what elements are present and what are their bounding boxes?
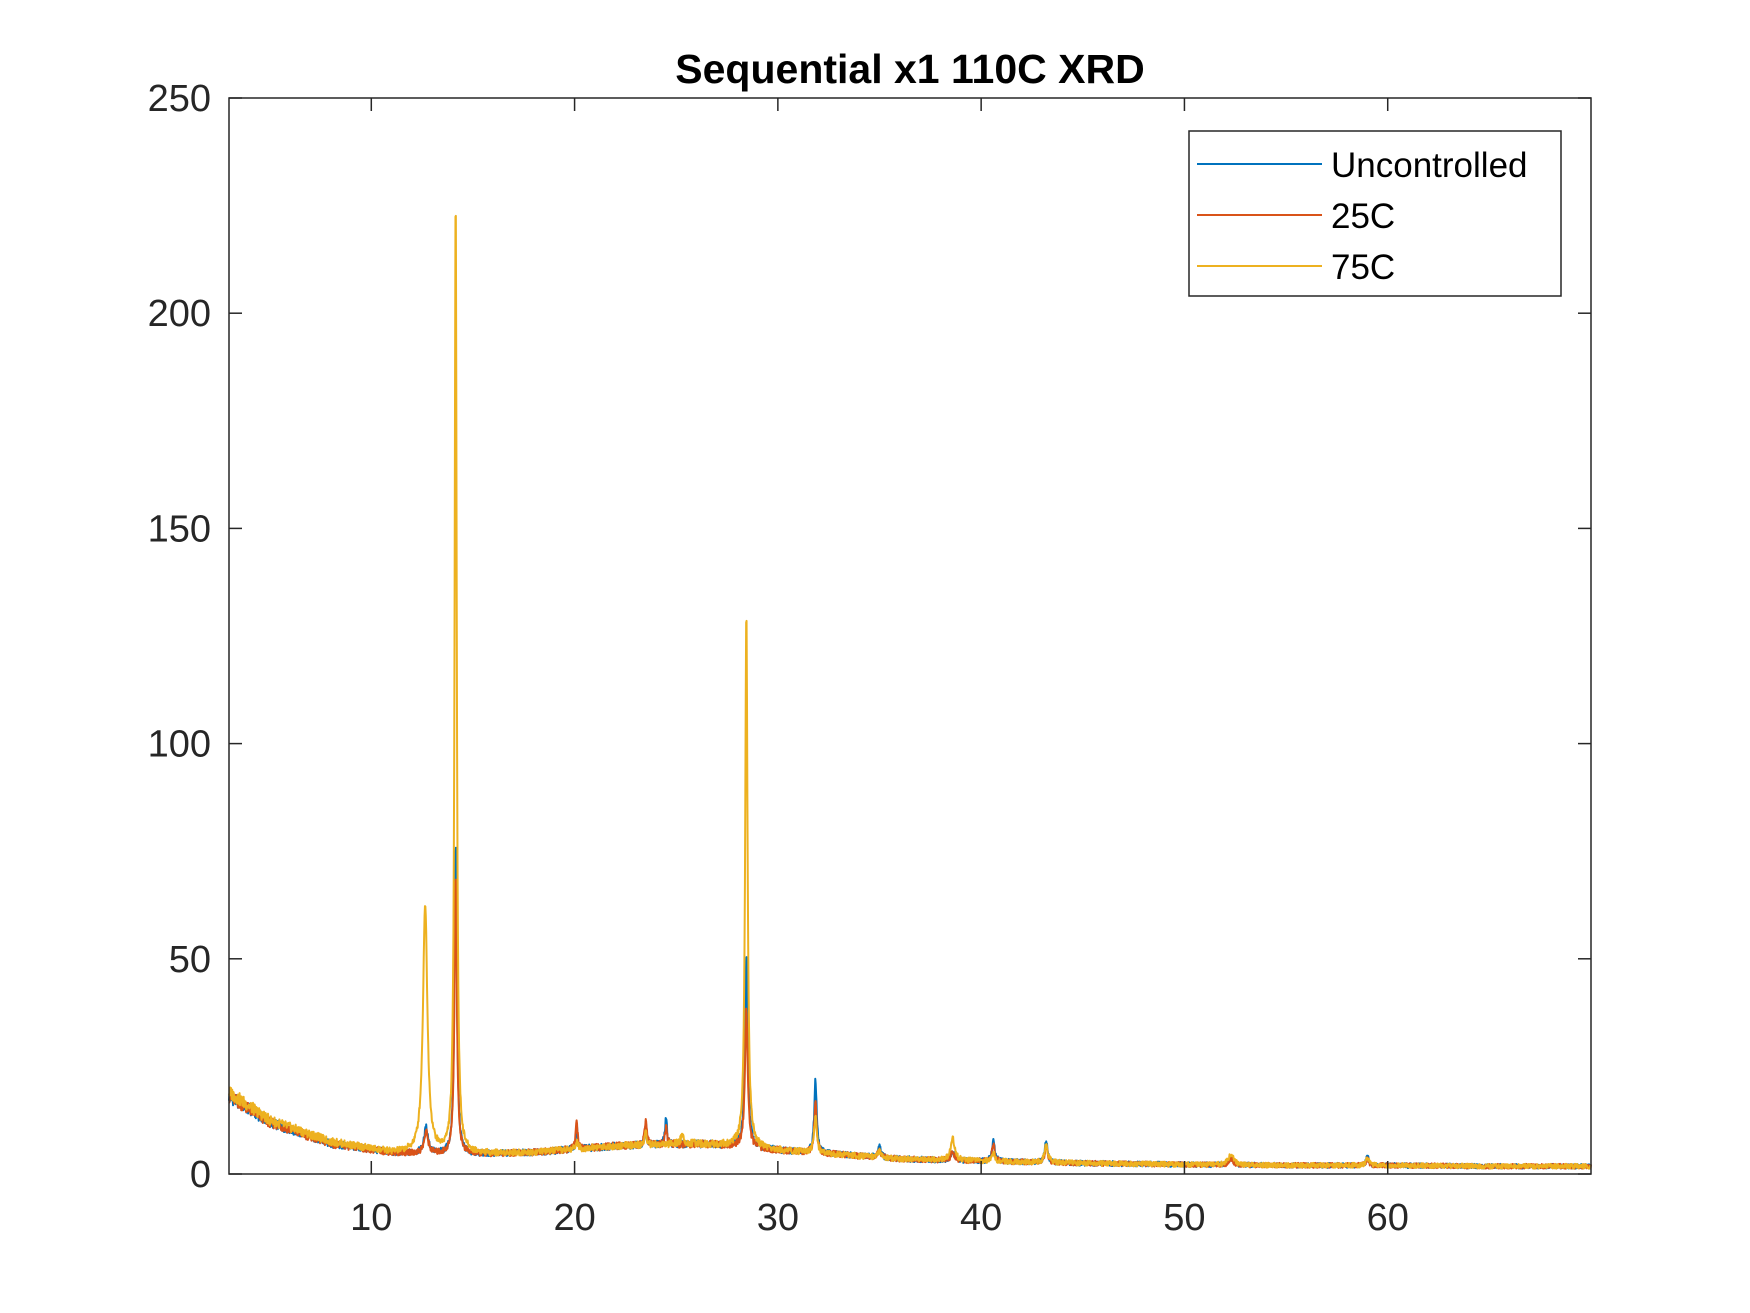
legend-label: Uncontrolled [1331, 146, 1528, 185]
chart-title: Sequential x1 110C XRD [675, 46, 1144, 92]
legend-box [1188, 130, 1562, 297]
x-tick-label: 50 [1163, 1197, 1205, 1239]
y-tick-label: 250 [148, 78, 211, 120]
x-tick-label: 30 [757, 1197, 799, 1239]
x-tick-label: 60 [1367, 1197, 1409, 1239]
tick-layer: 10 20 30 40 50 60 0 50 100 150 200 250 [148, 78, 1591, 1239]
legend-label: 75C [1331, 248, 1395, 287]
y-tick-label: 50 [169, 939, 211, 981]
series-layer [228, 214, 1592, 1170]
series-line-75c [228, 214, 1592, 1170]
y-tick-label: 200 [148, 293, 211, 335]
legend-label: 25C [1331, 197, 1395, 236]
y-tick-label: 0 [190, 1154, 211, 1196]
x-tick-label: 20 [553, 1197, 595, 1239]
x-tick-label: 10 [350, 1197, 392, 1239]
x-tick-label: 40 [960, 1197, 1002, 1239]
y-tick-label: 150 [148, 508, 211, 550]
axes-box [228, 97, 1592, 1175]
y-tick-label: 100 [148, 724, 211, 766]
legend: Uncontrolled 25C 75C [1188, 130, 1562, 297]
